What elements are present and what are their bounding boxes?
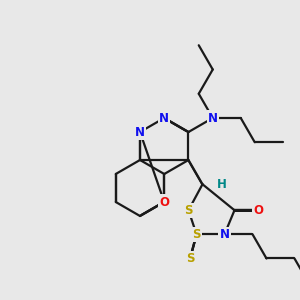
Text: H: H: [217, 178, 227, 191]
Text: N: N: [208, 112, 218, 124]
Text: O: O: [253, 204, 263, 217]
Text: S: S: [186, 252, 194, 265]
Text: N: N: [159, 112, 169, 124]
Text: O: O: [159, 196, 169, 208]
Text: S: S: [184, 204, 193, 217]
Text: S: S: [192, 228, 201, 241]
Text: N: N: [135, 125, 145, 139]
Text: N: N: [220, 228, 230, 241]
